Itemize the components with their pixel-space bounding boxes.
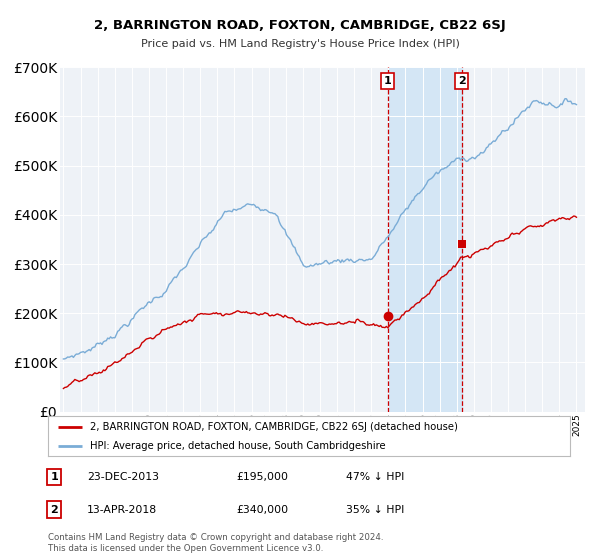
Bar <box>388 67 461 412</box>
Text: 23-DEC-2013: 23-DEC-2013 <box>87 472 159 482</box>
Text: Contains HM Land Registry data © Crown copyright and database right 2024.
This d: Contains HM Land Registry data © Crown c… <box>48 533 383 553</box>
Text: 2, BARRINGTON ROAD, FOXTON, CAMBRIDGE, CB22 6SJ: 2, BARRINGTON ROAD, FOXTON, CAMBRIDGE, C… <box>94 18 506 32</box>
Text: Price paid vs. HM Land Registry's House Price Index (HPI): Price paid vs. HM Land Registry's House … <box>140 39 460 49</box>
Text: 35% ↓ HPI: 35% ↓ HPI <box>346 505 404 515</box>
Text: 2: 2 <box>458 76 466 86</box>
Text: 1: 1 <box>384 76 392 86</box>
Text: 13-APR-2018: 13-APR-2018 <box>87 505 157 515</box>
Text: £195,000: £195,000 <box>236 472 288 482</box>
Text: 1: 1 <box>50 472 58 482</box>
Text: 2: 2 <box>50 505 58 515</box>
Text: £340,000: £340,000 <box>236 505 288 515</box>
Text: 47% ↓ HPI: 47% ↓ HPI <box>346 472 404 482</box>
Text: 2, BARRINGTON ROAD, FOXTON, CAMBRIDGE, CB22 6SJ (detached house): 2, BARRINGTON ROAD, FOXTON, CAMBRIDGE, C… <box>90 422 458 432</box>
Text: HPI: Average price, detached house, South Cambridgeshire: HPI: Average price, detached house, Sout… <box>90 441 385 451</box>
